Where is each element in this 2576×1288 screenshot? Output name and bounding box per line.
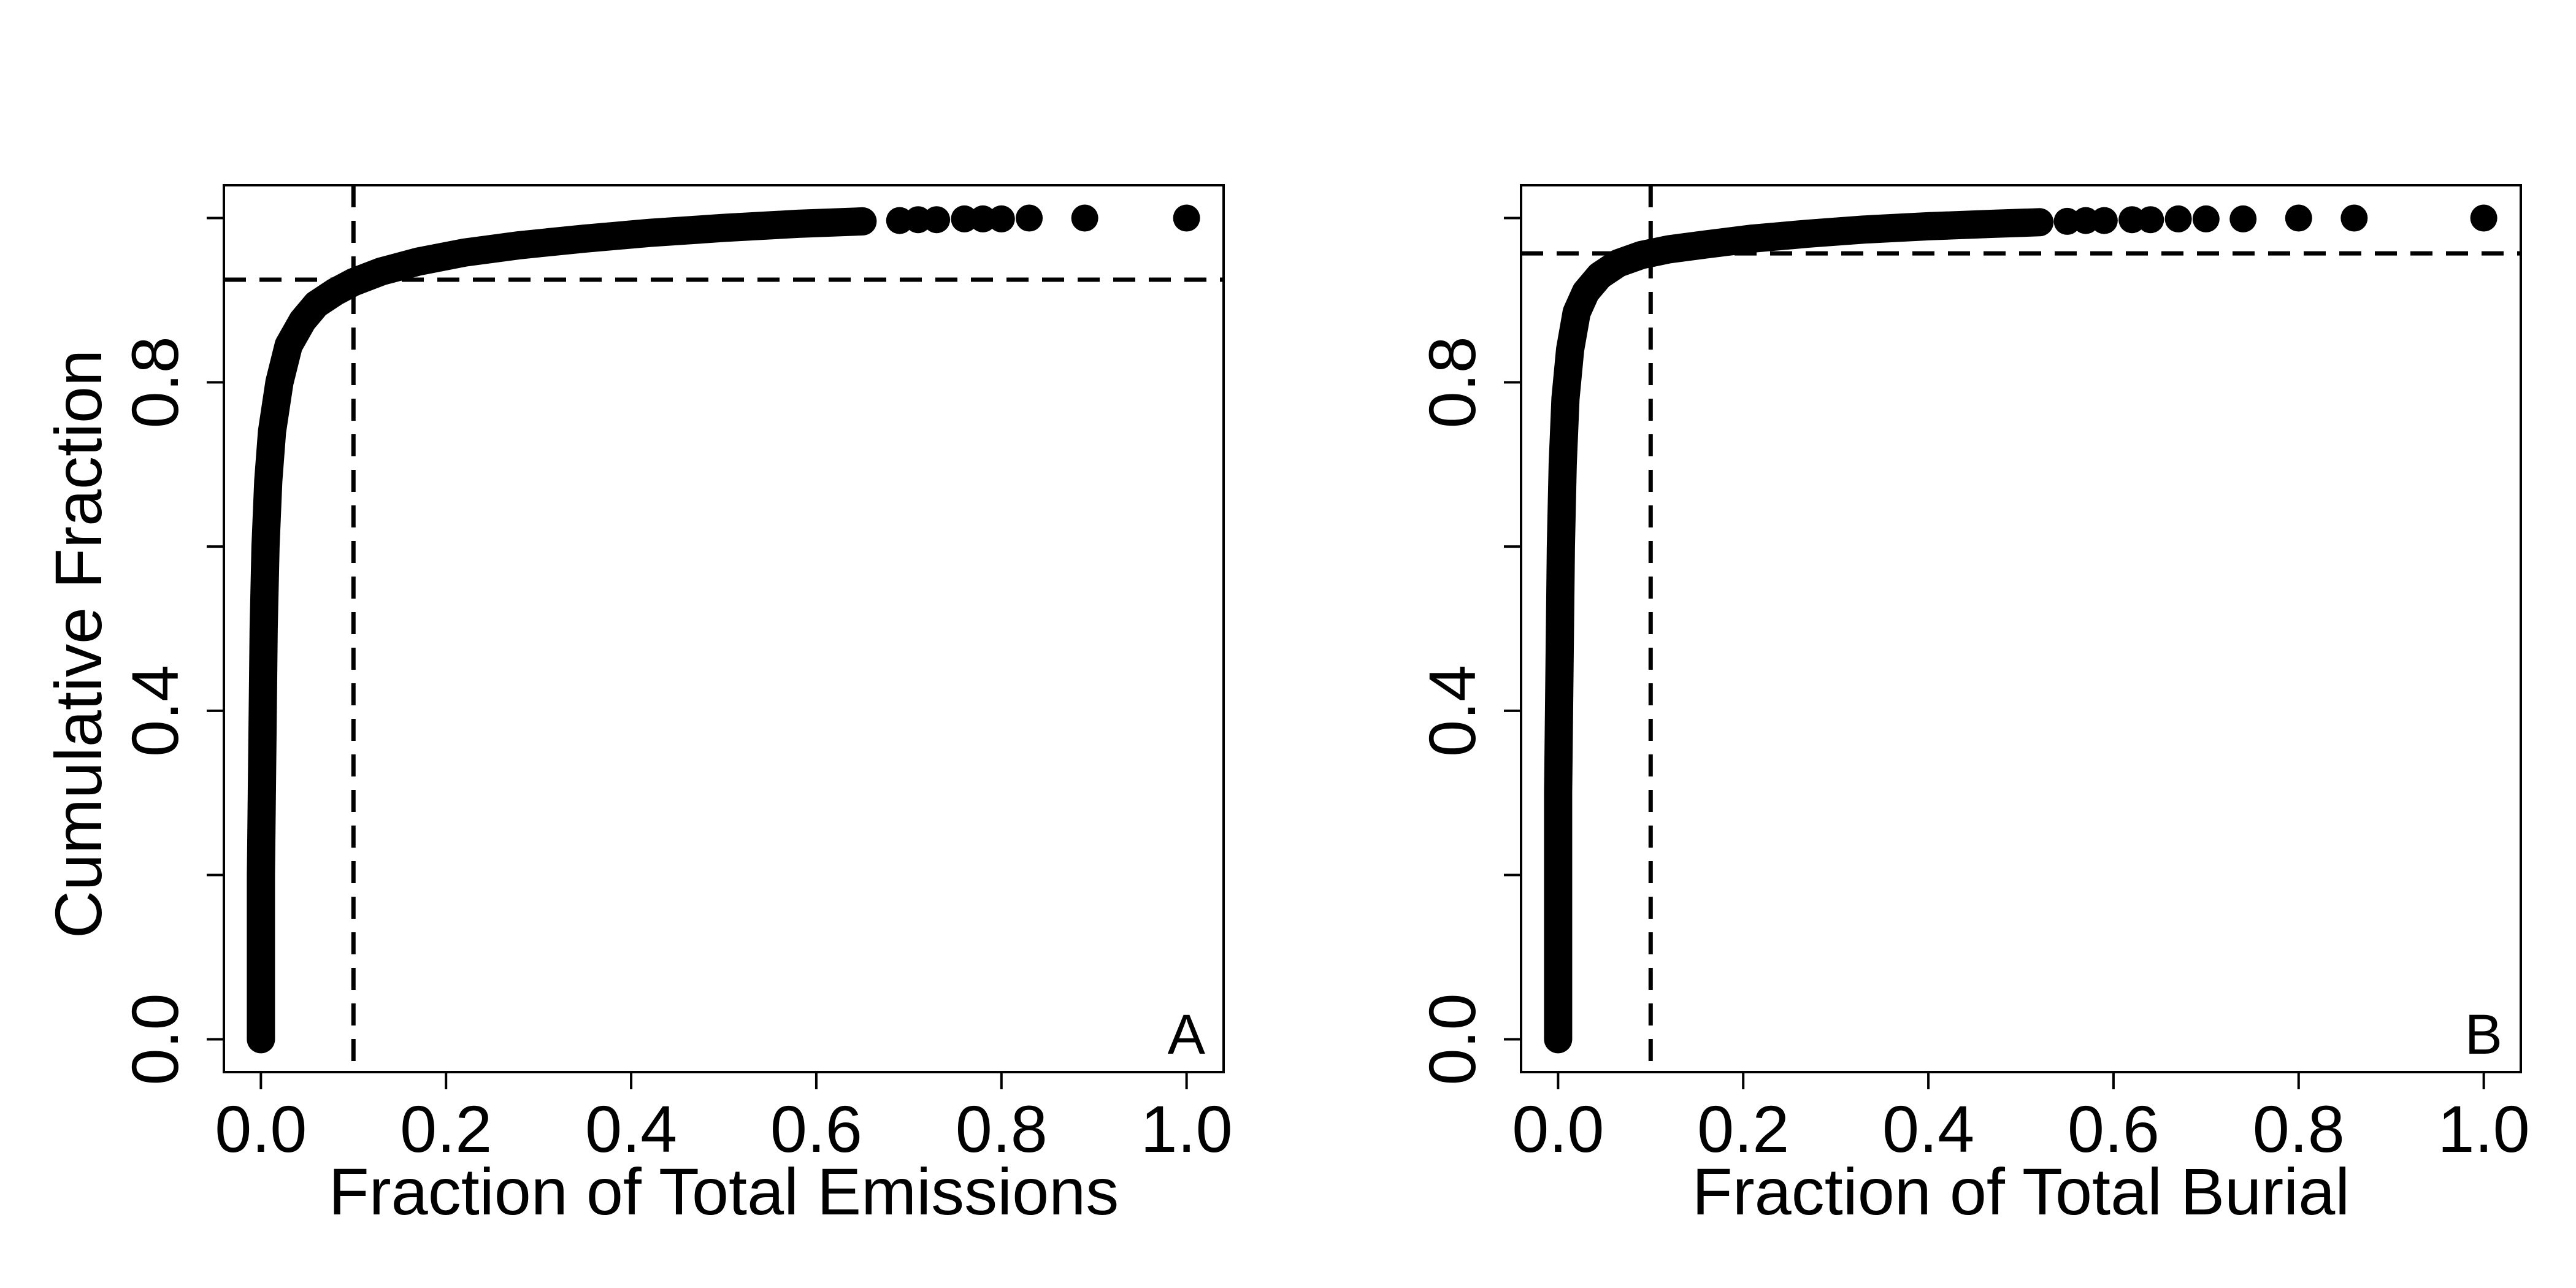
plot-frame — [223, 184, 1225, 1073]
x-tick-label: 0.0 — [1512, 1092, 1604, 1166]
panel-label: B — [2465, 1003, 2502, 1066]
data-point — [2118, 206, 2146, 234]
data-point — [987, 205, 1015, 232]
data-point — [2340, 204, 2368, 232]
data-point — [923, 206, 951, 234]
data-point — [2164, 205, 2192, 232]
x-tick-label: 0.8 — [956, 1092, 1048, 1166]
y-tick-label: 0.8 — [118, 336, 192, 428]
data-point — [1016, 204, 1043, 232]
x-tick-label: 0.2 — [400, 1092, 492, 1166]
data-point — [2285, 204, 2312, 232]
data-point — [969, 205, 997, 232]
y-tick-label: 0.4 — [1415, 665, 1489, 757]
data-point — [2072, 207, 2099, 234]
x-tick-label: 0.2 — [1697, 1092, 1789, 1166]
y-tick-label: 0.4 — [118, 665, 192, 757]
data-point — [2090, 207, 2118, 234]
data-point — [904, 206, 932, 234]
x-tick-label: 0.4 — [585, 1092, 677, 1166]
data-point — [2470, 204, 2497, 232]
y-tick-label: 0.0 — [118, 993, 192, 1085]
x-tick-label: 1.0 — [2438, 1092, 2530, 1166]
x-tick-label: 0.6 — [2068, 1092, 2160, 1166]
y-tick-label: 0.8 — [1415, 336, 1489, 428]
data-point — [1071, 204, 1098, 232]
cumulative-curve — [247, 207, 877, 1054]
y-axis-title: Cumulative Fraction — [41, 350, 115, 938]
data-point — [1173, 204, 1200, 232]
plot-frame — [1520, 184, 2522, 1073]
x-axis-title: Fraction of Total Emissions — [329, 1154, 1119, 1229]
cumulative-curve — [1544, 208, 2054, 1054]
x-tick-label: 0.4 — [1882, 1092, 1974, 1166]
x-tick-label: 0.0 — [215, 1092, 307, 1166]
x-axis-title: Fraction of Total Burial — [1692, 1154, 2350, 1229]
y-tick-label: 0.0 — [1415, 993, 1489, 1085]
x-tick-label: 0.6 — [770, 1092, 862, 1166]
x-tick-label: 1.0 — [1141, 1092, 1233, 1166]
data-point — [2137, 206, 2164, 234]
panel-label: A — [1168, 1003, 1206, 1066]
x-tick-label: 0.8 — [2253, 1092, 2345, 1166]
data-point — [2192, 205, 2220, 232]
data-point — [2229, 205, 2257, 232]
data-point — [951, 205, 978, 232]
